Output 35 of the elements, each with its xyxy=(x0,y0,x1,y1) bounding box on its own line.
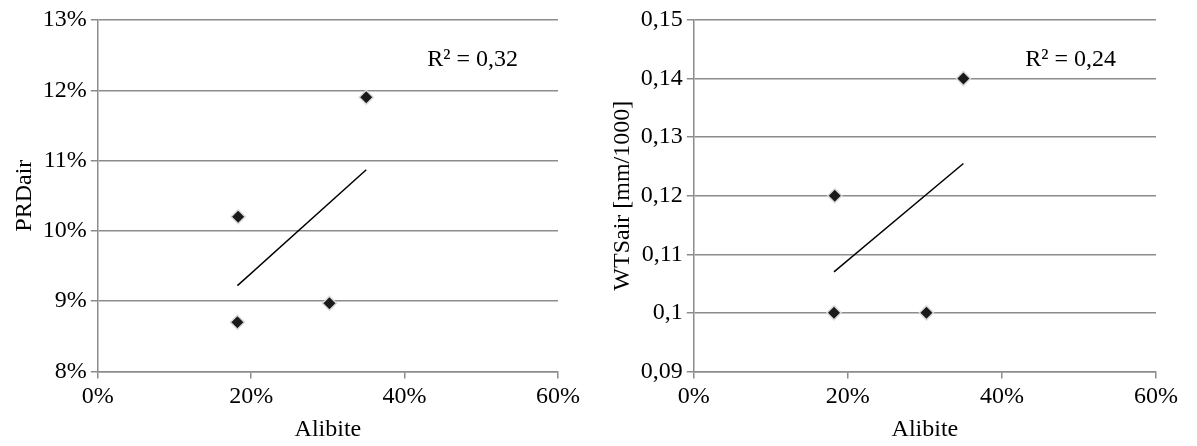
point xyxy=(230,209,246,225)
y-tick-label: 9% xyxy=(54,286,87,313)
x-tick-label: 20% xyxy=(229,382,274,409)
y-tick-label: 13% xyxy=(42,5,87,32)
point xyxy=(918,305,935,321)
point xyxy=(358,89,374,106)
y-tick-label: 0,1 xyxy=(652,298,683,325)
y-tick-label: 0,15 xyxy=(640,5,683,32)
y-tick-label: 8% xyxy=(54,356,87,383)
y-axis-title: PRDair xyxy=(9,159,36,232)
y-tick-label: 12% xyxy=(42,75,87,102)
y-tick-label: 11% xyxy=(43,145,87,172)
annotation: R² = 0,24 xyxy=(1025,45,1116,72)
x-tick-label: 0% xyxy=(81,382,114,409)
point xyxy=(827,187,843,204)
y-tick-label: 0,12 xyxy=(640,181,683,207)
y-axis-title: WTSair [mm/1000] xyxy=(607,100,634,291)
x-axis-title: Alibite xyxy=(891,414,959,441)
x-tick-label: 40% xyxy=(979,382,1024,409)
x-tick-label: 60% xyxy=(1134,382,1178,409)
y-tick-label: 0,14 xyxy=(640,63,683,90)
point xyxy=(321,295,338,311)
x-tick-label: 40% xyxy=(382,382,427,409)
x-tick-label: 60% xyxy=(536,382,580,409)
point xyxy=(955,70,972,87)
annotation: R² = 0,32 xyxy=(427,45,518,72)
y-tick-label: 10% xyxy=(42,216,87,243)
x-axis-title: Alibite xyxy=(294,414,362,441)
y-tick-label: 0,11 xyxy=(641,239,683,266)
x-tick-label: 0% xyxy=(677,382,710,409)
point xyxy=(229,314,246,330)
point xyxy=(826,305,842,321)
y-tick-label: 0,13 xyxy=(640,122,683,149)
y-tick-label: 0,09 xyxy=(640,356,683,383)
x-tick-label: 20% xyxy=(825,382,870,409)
